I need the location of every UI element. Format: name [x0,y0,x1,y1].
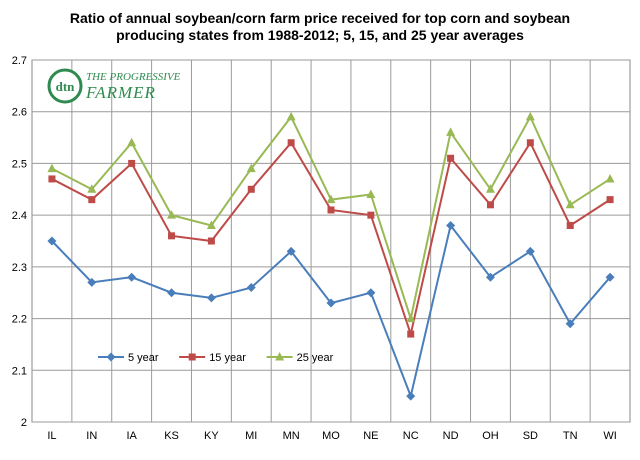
x-tick-label: NE [363,430,378,442]
data-point [87,184,97,193]
data-point [446,127,456,136]
x-tick-label: OH [482,430,499,442]
x-tick-label: TN [563,430,578,442]
data-point [247,185,255,193]
chart-title-line2: producing states from 1988-2012; 5, 15, … [116,27,524,43]
data-point [207,237,215,245]
legend-label: 5 year [128,352,159,364]
data-point [128,159,136,167]
data-point [327,206,335,214]
data-point [366,189,376,198]
x-tick-label: IN [86,430,97,442]
legend-marker [188,353,196,361]
x-tick-label: MO [322,430,340,442]
data-point [406,391,416,401]
y-tick-label: 2.2 [12,314,27,326]
data-point [326,298,336,308]
x-tick-label: IA [126,430,137,442]
legend: 5 year 15 year 25 year [98,352,334,364]
data-point [606,196,614,204]
data-point [447,154,455,162]
data-point [446,220,456,230]
legend-item: 25 year [266,352,334,364]
data-point [286,246,296,256]
plot-area [31,59,631,423]
y-tick-label: 2.4 [12,210,27,222]
data-point [127,272,137,282]
legend-marker [275,352,285,361]
legend-item: 15 year [179,352,246,364]
data-point [87,277,97,287]
y-tick-label: 2.1 [12,365,27,377]
dtn-badge-text: dtn [56,79,76,94]
data-point [526,139,534,147]
x-tick-label: KS [164,430,179,442]
logo-brand-line2: FARMER [85,83,156,102]
data-point [525,246,535,256]
legend-label: 15 year [209,352,246,364]
data-point [565,319,575,329]
data-point [525,111,535,121]
data-point [47,163,57,173]
data-point [286,111,296,121]
data-point [407,330,415,338]
x-tick-label: IL [47,430,56,442]
x-tick-label: SD [523,430,538,442]
data-point [366,288,376,298]
x-axis: IL IN IA KS KY MI MN MO NE NC ND OH SD TN WI [47,430,616,442]
data-point [326,194,336,204]
logo-brand-line1: THE PROGRESSIVE [86,71,181,83]
legend-marker [106,352,116,362]
data-point [168,232,176,240]
legend-label: 25 year [297,352,334,364]
data-point [47,236,57,246]
data-point [88,196,96,204]
data-point [246,283,256,293]
data-point [566,221,574,229]
x-tick-label: WI [603,430,616,442]
chart-title-line1: Ratio of annual soybean/corn farm price … [69,10,571,26]
data-point [167,288,177,298]
y-axis: 2 2.1 2.2 2.3 2.4 2.5 2.6 2.7 [12,55,27,429]
gridlines [32,59,630,423]
series-15-year [48,139,614,338]
dtn-progressive-farmer-logo: dtn THE PROGRESSIVE FARMER [47,68,181,104]
data-point [486,201,494,209]
data-point [565,199,575,209]
data-point [287,139,295,147]
y-tick-label: 2.6 [12,107,27,119]
data-point [406,313,416,323]
y-tick-label: 2.3 [12,262,27,274]
data-point [167,210,177,219]
data-point [605,272,615,282]
x-tick-label: KY [204,430,219,442]
y-tick-label: 2 [21,417,27,429]
series-25-year [47,111,615,323]
chart-title: Ratio of annual soybean/corn farm price … [0,10,640,44]
x-tick-label: NC [403,430,419,442]
legend-item: 5 year [98,352,159,364]
x-tick-label: ND [443,430,459,442]
data-point [127,137,137,147]
data-point [605,173,615,183]
data-point [246,163,256,173]
data-point [367,211,375,219]
y-tick-label: 2.5 [12,158,27,170]
data-point [485,184,495,193]
data-point [48,175,56,183]
x-tick-label: MN [283,430,300,442]
data-point [485,272,495,282]
dtn-badge-icon [47,68,83,104]
y-tick-label: 2.7 [12,55,27,67]
series-layer [47,111,615,401]
data-point [206,220,216,229]
data-point [206,293,216,303]
series-5-year [47,220,615,401]
x-tick-label: MI [245,430,257,442]
